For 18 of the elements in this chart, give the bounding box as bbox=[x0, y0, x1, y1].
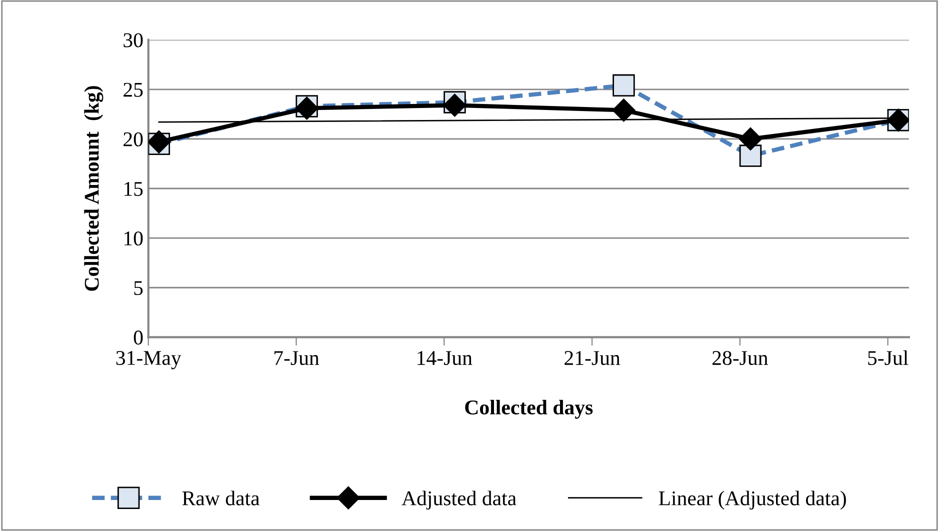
y-tick-label: 30 bbox=[124, 33, 143, 48]
legend-label: Adjusted data bbox=[402, 490, 516, 510]
y-tick-label: 15 bbox=[124, 182, 143, 196]
x-tick-label: 28-Jun bbox=[712, 350, 768, 366]
legend-label: Linear (Adjusted data) bbox=[658, 490, 846, 510]
x-tick-label: 21-Jun bbox=[564, 351, 620, 366]
y-tick-label: 20 bbox=[124, 132, 143, 146]
y-tick-label: 25 bbox=[124, 82, 143, 97]
x-tick-label: 31-May bbox=[116, 350, 182, 370]
x-tick-label: 14-Jun bbox=[418, 351, 472, 366]
x-tick-label: 7-Jun bbox=[274, 351, 320, 366]
legend-label: Raw data bbox=[182, 490, 260, 506]
y-tick-label: 10 bbox=[124, 231, 143, 246]
y-axis-title: Collected Amount (kg) bbox=[84, 86, 104, 291]
x-axis-title: Collected days bbox=[465, 400, 593, 419]
y-tick-label: 0 bbox=[134, 330, 143, 345]
x-tick-label: 5-Jul bbox=[868, 350, 908, 366]
y-tick-label: 5 bbox=[134, 281, 143, 296]
